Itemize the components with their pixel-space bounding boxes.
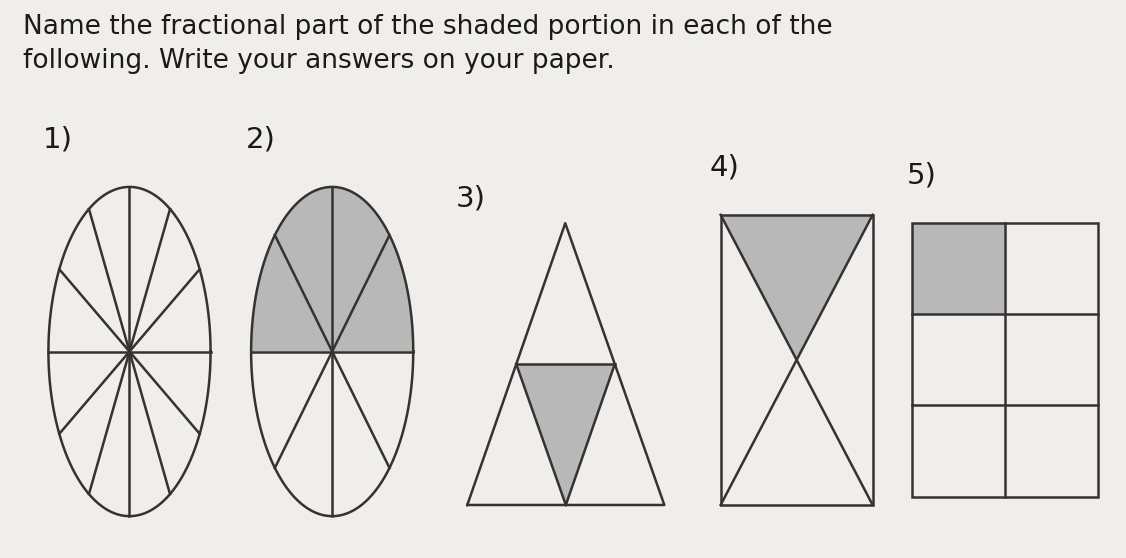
Text: Name the fractional part of the shaded portion in each of the
following. Write y: Name the fractional part of the shaded p… bbox=[23, 14, 832, 74]
Polygon shape bbox=[517, 364, 615, 505]
Polygon shape bbox=[275, 187, 332, 352]
Text: 2): 2) bbox=[245, 126, 276, 153]
Text: 1): 1) bbox=[43, 126, 73, 153]
Text: 4): 4) bbox=[709, 153, 740, 181]
Polygon shape bbox=[332, 235, 413, 352]
Text: 5): 5) bbox=[906, 162, 937, 190]
Polygon shape bbox=[912, 223, 1006, 314]
Text: 3): 3) bbox=[456, 184, 486, 212]
Polygon shape bbox=[251, 235, 332, 352]
Polygon shape bbox=[332, 187, 390, 352]
Bar bbox=[912, 223, 1098, 497]
Bar bbox=[721, 215, 873, 505]
Polygon shape bbox=[721, 215, 873, 360]
